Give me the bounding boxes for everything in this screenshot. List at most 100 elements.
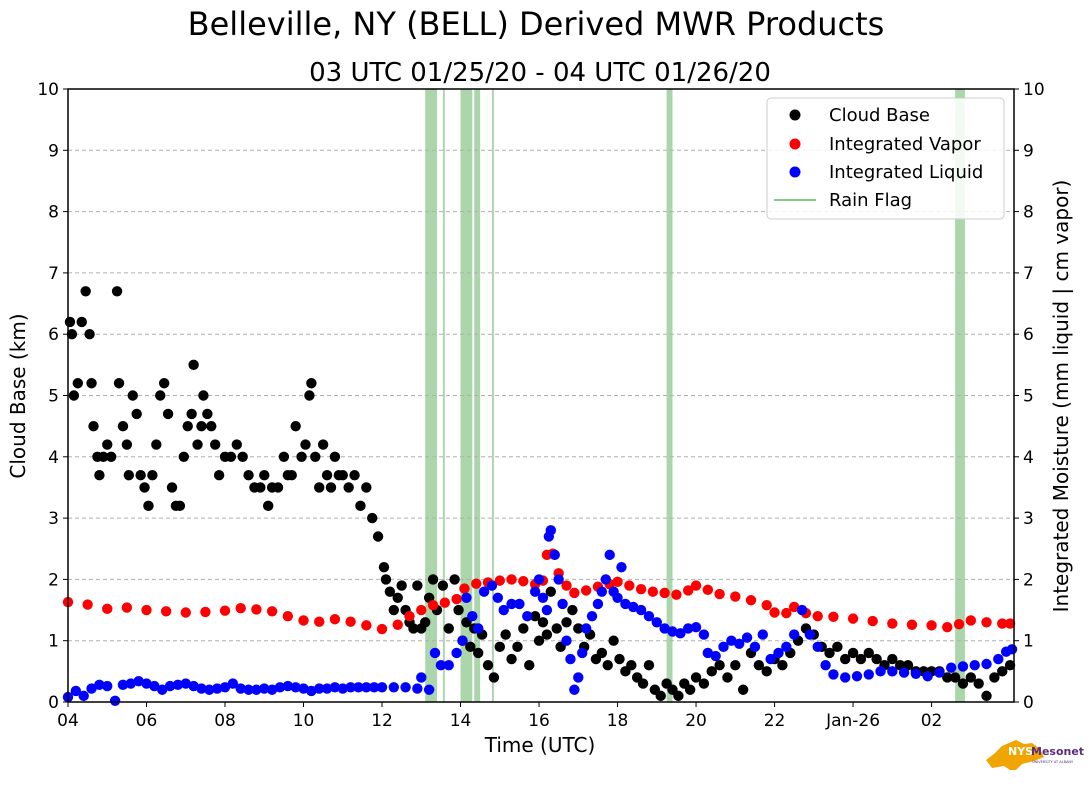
point-cloud-base xyxy=(626,660,637,671)
point-integrated-liquid xyxy=(282,680,294,692)
point-cloud-base xyxy=(262,500,274,512)
point-cloud-base xyxy=(98,451,109,462)
point-cloud-base xyxy=(300,439,311,450)
point-cloud-base xyxy=(981,690,992,702)
point-integrated-vapor xyxy=(345,616,356,627)
point-integrated-liquid xyxy=(612,592,623,603)
point-integrated-liquid xyxy=(125,678,137,689)
point-integrated-liquid xyxy=(149,680,160,692)
point-cloud-base xyxy=(321,469,333,481)
point-integrated-liquid xyxy=(117,679,129,691)
point-cloud-base xyxy=(111,286,123,297)
point-integrated-liquid xyxy=(957,661,969,672)
point-cloud-base xyxy=(449,574,460,585)
point-cloud-base xyxy=(84,329,95,340)
point-cloud-base xyxy=(1004,660,1016,671)
point-cloud-base xyxy=(957,678,969,689)
point-cloud-base xyxy=(162,408,174,420)
y-tick-label-left: 3 xyxy=(48,509,59,529)
point-cloud-base xyxy=(408,623,419,634)
point-integrated-vapor xyxy=(569,587,580,599)
point-integrated-liquid xyxy=(498,604,509,616)
point-integrated-vapor xyxy=(812,610,823,622)
point-cloud-base xyxy=(206,420,217,432)
rain-flag-band xyxy=(491,89,494,702)
point-cloud-base xyxy=(777,660,788,671)
point-integrated-vapor xyxy=(647,586,659,597)
legend-label-cloud-base: Cloud Base xyxy=(829,105,930,126)
point-integrated-liquid xyxy=(718,641,729,653)
point-cloud-base xyxy=(832,641,843,653)
point-cloud-base xyxy=(225,451,237,462)
point-integrated-liquid xyxy=(86,683,97,694)
point-cloud-base xyxy=(94,469,105,481)
y-tick-label-left: 0 xyxy=(48,693,59,713)
point-cloud-base xyxy=(76,316,87,328)
point-cloud-base xyxy=(310,451,321,462)
point-cloud-base xyxy=(573,623,584,634)
point-integrated-vapor xyxy=(788,601,800,613)
point-integrated-vapor xyxy=(847,613,859,624)
point-cloud-base xyxy=(494,641,505,653)
point-integrated-liquid xyxy=(620,598,631,610)
point-integrated-liquid xyxy=(702,647,714,659)
point-cloud-base xyxy=(68,390,80,401)
point-cloud-base xyxy=(361,482,372,493)
point-integrated-vapor xyxy=(745,595,757,606)
point-integrated-liquid xyxy=(667,626,678,637)
y-tick-label-right: 0 xyxy=(1023,693,1034,713)
point-integrated-liquid xyxy=(141,678,152,689)
x-tick-label: 16 xyxy=(528,711,550,731)
x-tick-label: 08 xyxy=(214,711,236,731)
point-cloud-base xyxy=(337,469,348,481)
point-integrated-liquid xyxy=(875,666,886,677)
point-integrated-liquid xyxy=(400,682,411,693)
point-integrated-vapor xyxy=(141,604,152,616)
point-integrated-liquid xyxy=(698,629,710,640)
point-integrated-liquid xyxy=(102,680,113,692)
point-integrated-liquid xyxy=(573,672,584,683)
point-integrated-vapor xyxy=(82,599,93,610)
point-integrated-liquid xyxy=(472,623,484,634)
point-integrated-liquid xyxy=(726,635,737,646)
logo-text-nys: NYS xyxy=(1008,745,1033,758)
point-cloud-base xyxy=(427,574,439,585)
point-cloud-base xyxy=(139,482,150,493)
point-cloud-base xyxy=(737,684,749,695)
y-tick-label-right: 7 xyxy=(1023,264,1034,284)
point-integrated-liquid xyxy=(557,598,568,610)
point-integrated-liquid xyxy=(553,574,564,585)
point-integrated-vapor xyxy=(298,615,309,626)
point-integrated-vapor xyxy=(404,610,415,622)
point-cloud-base xyxy=(551,623,562,634)
point-cloud-base xyxy=(367,512,378,524)
point-cloud-base xyxy=(537,617,549,628)
point-integrated-liquid xyxy=(887,666,898,677)
point-cloud-base xyxy=(512,641,523,653)
point-integrated-vapor xyxy=(635,584,647,595)
point-integrated-vapor xyxy=(439,597,451,608)
point-integrated-liquid xyxy=(659,623,670,634)
point-cloud-base xyxy=(372,531,384,542)
point-cloud-base xyxy=(123,469,135,481)
point-cloud-base xyxy=(602,660,613,671)
legend-marker-cloud-base xyxy=(789,109,801,121)
point-integrated-liquid xyxy=(196,683,207,694)
point-integrated-liquid xyxy=(549,549,560,561)
point-integrated-liquid xyxy=(749,641,761,653)
point-cloud-base xyxy=(506,653,517,665)
point-integrated-liquid xyxy=(227,678,239,689)
point-cloud-base xyxy=(64,316,76,328)
legend-box xyxy=(766,97,1005,220)
point-integrated-vapor xyxy=(251,604,262,615)
point-integrated-liquid xyxy=(851,671,863,682)
point-integrated-vapor xyxy=(769,607,780,618)
point-integrated-liquid xyxy=(133,675,144,687)
point-integrated-liquid xyxy=(164,680,176,692)
point-integrated-vapor xyxy=(266,606,278,617)
point-integrated-liquid xyxy=(172,679,184,691)
point-cloud-base xyxy=(643,660,655,671)
point-cloud-base xyxy=(443,623,454,634)
point-cloud-base xyxy=(533,635,545,646)
